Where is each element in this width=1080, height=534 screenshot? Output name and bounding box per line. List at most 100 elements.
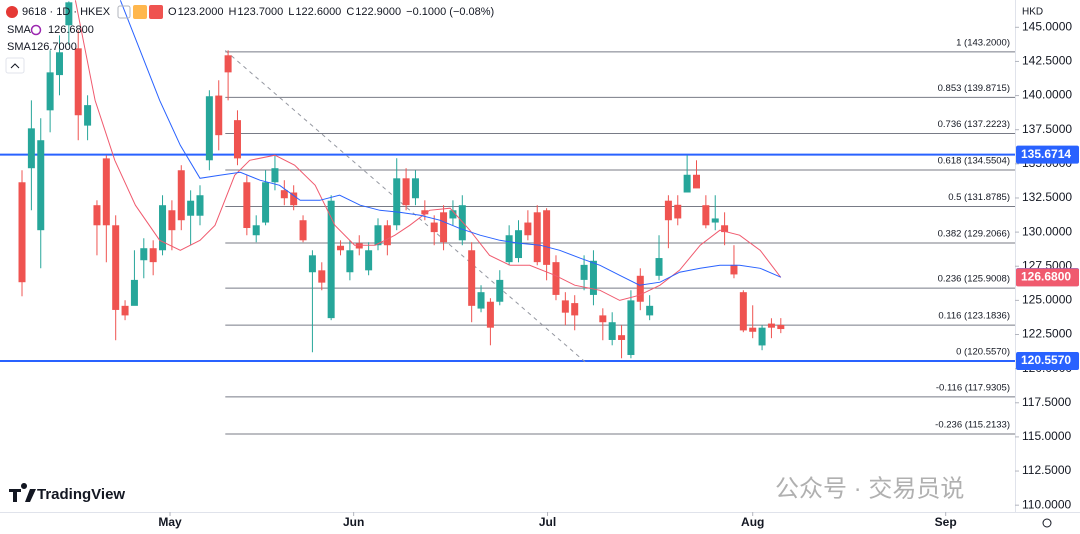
candle-body [552,262,560,295]
fib-label: 0.618 (134.5504) [938,155,1010,166]
candle-body [355,243,363,249]
y-tick-label: 145.0000 [1022,19,1072,33]
ohlc-value: 123.7000 [237,6,283,18]
candle-body [655,258,663,276]
candle-body [599,315,607,323]
icon[interactable] [30,24,42,36]
candle-body [468,250,476,306]
icon[interactable] [149,5,163,19]
price-tag [1016,268,1079,287]
candle-body [683,174,691,193]
fib-label: 0.5 (131.8785) [948,192,1010,203]
ohlc-key: L [288,6,294,18]
candle-body [299,220,307,241]
candle-body [224,55,232,73]
candle-body [196,195,204,216]
icon[interactable] [117,5,131,19]
price-tag-label: 126.6800 [1021,270,1071,284]
indicator-name[interactable]: SMA [7,41,32,53]
candle-body [646,305,654,316]
indicator-name[interactable]: SMA [7,24,32,36]
y-tick-label: 130.0000 [1022,224,1072,238]
price-tag [1016,145,1079,164]
fib-label: 1 (143.2000) [956,37,1010,48]
candle-body [571,303,579,316]
price-tag [1016,352,1079,371]
ohlc-value: 122.6000 [295,6,341,18]
candle-body [702,205,710,226]
candle-body [674,204,682,219]
candle-body [290,192,298,206]
candle-body [449,210,457,219]
candle-body [749,327,757,332]
candle-body [411,178,419,199]
candle-body [505,235,513,263]
candle-body [524,222,532,236]
candle-body [627,300,635,355]
indicators [74,0,782,301]
settings-icon[interactable] [1042,518,1052,528]
candle-body [37,140,45,231]
candle-body [93,205,101,226]
candle-body [140,248,148,261]
fib-label: -0.236 (115.2133) [935,420,1010,431]
candle-body [262,182,270,223]
x-tick-label: May [158,515,182,529]
candle-body [711,218,719,223]
sma-line [119,0,781,286]
sma-line [74,0,782,301]
logo: TradingView [37,486,125,503]
candle-body [346,250,354,273]
candle-body [458,205,466,241]
candle-body [496,279,504,302]
candle-body [55,52,63,76]
candles [18,1,785,359]
indicator-value: 126.6800 [48,24,94,36]
y-tick-label: 132.5000 [1022,190,1072,204]
candle-body [477,292,485,309]
price-tag-label: 120.5570 [1021,353,1071,367]
candle-body [739,292,747,331]
fib-label: 0.853 (139.8715) [938,83,1010,94]
ohlc-key: O [168,6,177,18]
candle-body [205,96,213,161]
fib-label: 0.236 (125.9008) [938,274,1010,285]
currency[interactable]: HKD [1022,7,1043,18]
candle-body [318,270,326,283]
y-tick-label: 115.0000 [1022,429,1071,443]
candle-body [159,205,167,251]
candle-body [102,158,110,226]
candle-body [337,245,345,251]
candle-body [589,260,597,295]
axes: 110.0000112.5000115.0000117.5000120.0000… [158,19,1079,529]
y-tick-label: 112.5000 [1022,463,1071,477]
candle-body [84,105,92,126]
candle-body [149,248,157,263]
fib-label: 0.116 (123.1836) [938,311,1010,322]
candle-body [515,230,523,259]
candle-body [112,225,120,310]
candle-body [308,255,316,273]
candle-body [440,212,448,243]
candle-body [421,210,429,215]
symbol[interactable]: 9618 · 1D · HKEX [22,6,111,18]
candle-body [215,95,223,136]
candle-body [374,225,382,246]
collapse-button[interactable] [5,57,25,74]
candle-body [636,275,644,302]
candle-body [608,322,616,340]
fib-label: 0.382 (129.2066) [938,228,1010,239]
candle-body [383,225,391,246]
icon [10,63,20,69]
icon[interactable] [133,5,147,19]
symbol-icon [6,6,18,18]
candle-body [393,178,401,226]
y-tick-label: 142.5000 [1022,54,1072,68]
candle-body [365,250,373,271]
candle-body [27,128,35,169]
y-tick-label: 125.0000 [1022,293,1072,307]
fib-label: 0 (120.5570) [956,347,1010,358]
candle-body [758,327,766,346]
candle-body [18,182,26,283]
